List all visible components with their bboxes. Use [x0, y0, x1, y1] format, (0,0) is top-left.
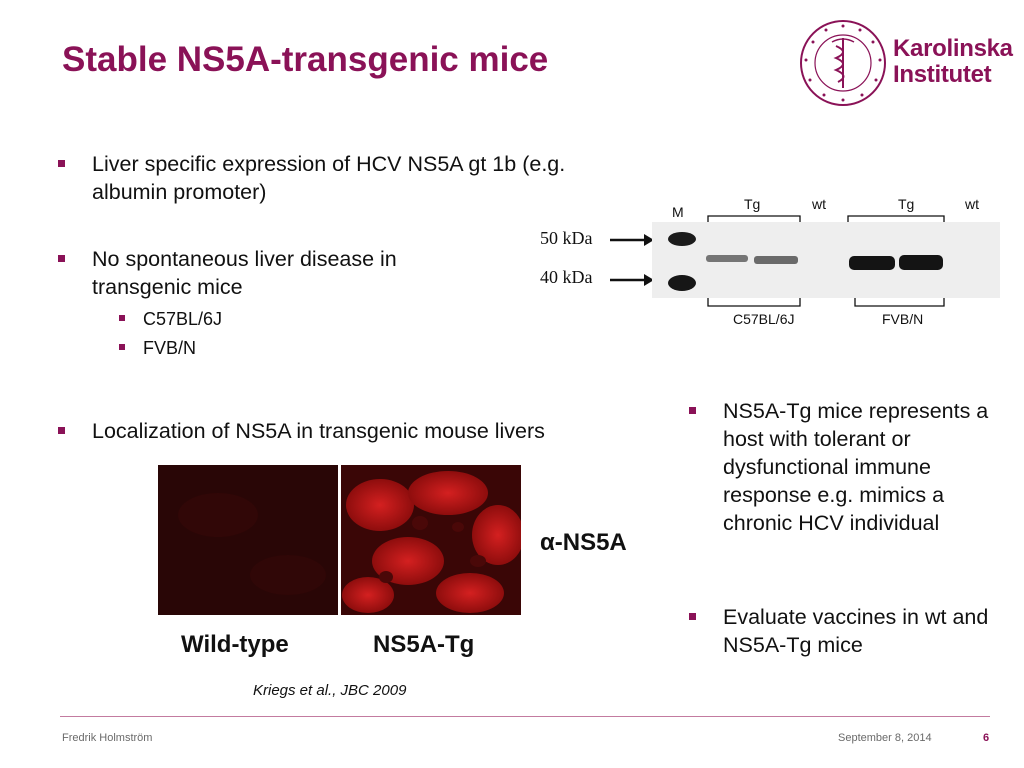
sub-bullet-marker	[119, 344, 125, 350]
karolinska-seal-logo	[800, 20, 886, 106]
lane-label-wt-fvb: wt	[965, 196, 979, 212]
marker-band-50kda	[668, 232, 696, 246]
panel-label-ns5a-tg: NS5A-Tg	[373, 631, 475, 658]
western-blot-image	[652, 222, 1000, 298]
band-c57-tg-1	[706, 255, 748, 262]
sub-bullet-text: C57BL/6J	[143, 309, 223, 329]
footer-date: September 8, 2014	[838, 732, 932, 744]
wild-type-panel	[158, 465, 338, 615]
panel-label-wild-type: Wild-type	[181, 631, 289, 658]
bullet-text: No spontaneous liver disease in transgen…	[92, 247, 397, 299]
lane-label-wt-c57: wt	[812, 196, 826, 212]
sub-bullet-marker	[119, 315, 125, 321]
strain-label-c57bl: C57BL/6J	[733, 311, 795, 327]
bullet-marker	[58, 160, 65, 167]
liver-immunofluorescence-images	[158, 465, 521, 615]
slide-title: Stable NS5A-transgenic mice	[62, 40, 549, 79]
band-fvb-tg-1	[849, 256, 895, 270]
marker-lane-label: M	[672, 204, 684, 220]
bullet-liver-expression: Liver specific expression of HCV NS5A gt…	[58, 150, 572, 206]
lane-label-tg-fvb: Tg	[898, 196, 915, 212]
footer-page-number: 6	[983, 732, 990, 744]
bullet-evaluate-vaccines: Evaluate vaccines in wt and NS5A-Tg mice	[689, 603, 1008, 659]
logo-line-2: Institutet	[893, 61, 992, 88]
bullet-no-liver-disease: No spontaneous liver disease in transgen…	[58, 245, 492, 301]
bullet-text: Localization of NS5A in transgenic mouse…	[92, 419, 545, 443]
bullet-text: Evaluate vaccines in wt and NS5A-Tg mice	[723, 605, 989, 657]
bullet-marker	[58, 255, 65, 262]
karolinska-wordmark: Karolinska Institutet	[893, 36, 1013, 88]
sub-bullet-fvb: FVB/N	[119, 336, 197, 360]
citation: Kriegs et al., JBC 2009	[253, 682, 407, 699]
bullet-host-immune-response: NS5A-Tg mice represents a host with tole…	[689, 397, 1008, 537]
band-c57-tg-2	[754, 256, 798, 264]
bullet-text: Liver specific expression of HCV NS5A gt…	[92, 152, 566, 204]
footer-author: Fredrik Holmström	[62, 732, 153, 744]
top-lane-brackets	[707, 215, 945, 224]
size-marker-40kda: 40 kDa	[540, 267, 593, 287]
bullet-marker	[689, 613, 696, 620]
band-fvb-tg-2	[899, 255, 943, 270]
sub-bullet-text: FVB/N	[143, 338, 197, 358]
size-marker-50kda: 50 kDa	[540, 228, 593, 248]
lane-label-tg-c57: Tg	[744, 196, 761, 212]
sub-bullet-c57bl: C57BL/6J	[119, 307, 223, 331]
bottom-strain-brackets	[707, 298, 945, 307]
footer-divider	[60, 716, 990, 717]
bullet-marker	[58, 427, 65, 434]
antibody-label: α-NS5A	[540, 529, 627, 556]
bullet-marker	[689, 407, 696, 414]
bullet-localization: Localization of NS5A in transgenic mouse…	[58, 417, 652, 445]
strain-label-fvb: FVB/N	[882, 311, 924, 327]
size-marker-arrows	[610, 234, 654, 286]
logo-line-1: Karolinska	[893, 35, 1013, 62]
marker-band-40kda	[668, 275, 696, 291]
bullet-text: NS5A-Tg mice represents a host with tole…	[723, 399, 989, 535]
